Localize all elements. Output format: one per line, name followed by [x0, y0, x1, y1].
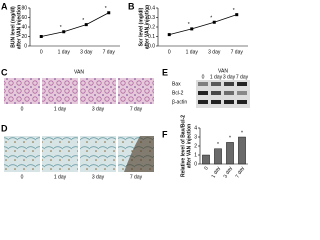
y-tick-label: 0.2	[148, 24, 155, 30]
x-tick-label: 7 day	[235, 165, 247, 179]
y-tick-label: 0.1	[148, 34, 155, 40]
significance: *	[217, 142, 219, 148]
point	[235, 13, 239, 17]
y-tick-label: 0.4	[148, 5, 155, 11]
y-axis-label: after VAN injection	[144, 5, 150, 49]
significance: *	[82, 18, 84, 24]
y-tick-label: 80	[21, 5, 27, 11]
y-tick-label: 3	[194, 134, 197, 140]
x-tick-label: 0	[203, 165, 210, 171]
ihc-d	[4, 136, 154, 172]
y-tick-label: 0.0	[148, 43, 155, 49]
y-axis-label: after VAN injection	[16, 5, 22, 49]
y-tick-label: 2	[194, 143, 197, 149]
group-label: VAN	[74, 69, 84, 75]
image-label: 1 day	[54, 106, 67, 112]
y-tick-label: 60	[21, 15, 27, 21]
image-label: 3 day	[92, 106, 105, 112]
lane-label: 0	[202, 74, 205, 80]
point	[190, 27, 194, 31]
point	[107, 11, 111, 15]
significance: *	[210, 16, 212, 22]
y-axis-label: Scr level (mg/dl)	[138, 7, 144, 46]
y-tick-label: 4	[194, 125, 197, 131]
row-label: Bcl-2	[172, 90, 184, 96]
lane-label: 7 day	[236, 74, 249, 80]
significance: *	[241, 130, 243, 136]
point	[167, 33, 171, 37]
x-tick-label: 0	[40, 49, 43, 55]
significance: *	[105, 6, 107, 12]
row-label: Bax	[172, 81, 181, 87]
x-tick-label: 1 day	[186, 49, 199, 55]
panel-label: D	[1, 123, 8, 133]
bar	[214, 148, 222, 165]
y-axis-label: after VAN injection	[186, 124, 192, 168]
y-axis-label: BUN level (mg/dl)	[10, 6, 16, 48]
bar	[238, 136, 246, 165]
image-label: 7 day	[130, 174, 143, 180]
point	[212, 20, 216, 24]
y-tick-label: 0.3	[148, 15, 155, 21]
x-tick-label: 3 day	[208, 49, 221, 55]
x-tick-label: 7 day	[103, 49, 116, 55]
row-label: β-actin	[172, 99, 187, 105]
y-tick-label: 20	[21, 34, 27, 40]
point	[84, 23, 88, 27]
western-blot	[196, 80, 250, 108]
lane-label: 3 day	[223, 74, 236, 80]
y-axis-label: Relative level of Bax/Bcl-2	[180, 115, 186, 177]
significance: *	[188, 22, 190, 28]
panel-label: F	[162, 129, 168, 139]
y-tick-label: 0	[24, 43, 27, 49]
x-tick-label: 1 day	[211, 165, 223, 179]
x-tick-label: 7 day	[231, 49, 244, 55]
significance: *	[229, 136, 231, 142]
image-label: 0	[21, 106, 24, 112]
y-tick-label: 0	[194, 161, 197, 167]
line	[41, 12, 109, 37]
histology-c	[4, 78, 154, 104]
point	[62, 30, 66, 34]
x-tick-label: 3 day	[80, 49, 93, 55]
group-label: VAN	[218, 68, 228, 74]
image-label: 7 day	[130, 106, 143, 112]
image-label: 0	[21, 174, 24, 180]
image-label: 1 day	[54, 174, 67, 180]
panel-label: A	[1, 1, 8, 11]
panel-label: C	[1, 67, 8, 77]
x-tick-label: 3 day	[223, 165, 235, 179]
point	[39, 35, 43, 38]
image-label: 3 day	[92, 174, 105, 180]
x-tick-label: 0	[168, 49, 171, 55]
bar	[226, 142, 234, 165]
bar	[202, 154, 210, 165]
significance: *	[60, 25, 62, 31]
significance: *	[233, 8, 235, 14]
y-tick-label: 40	[21, 24, 27, 30]
x-tick-label: 1 day	[58, 49, 71, 55]
panel-label: B	[128, 1, 135, 11]
lane-label: 1 day	[210, 74, 223, 80]
y-tick-label: 1	[194, 152, 197, 158]
line	[169, 14, 237, 35]
panel-label: E	[162, 67, 168, 77]
